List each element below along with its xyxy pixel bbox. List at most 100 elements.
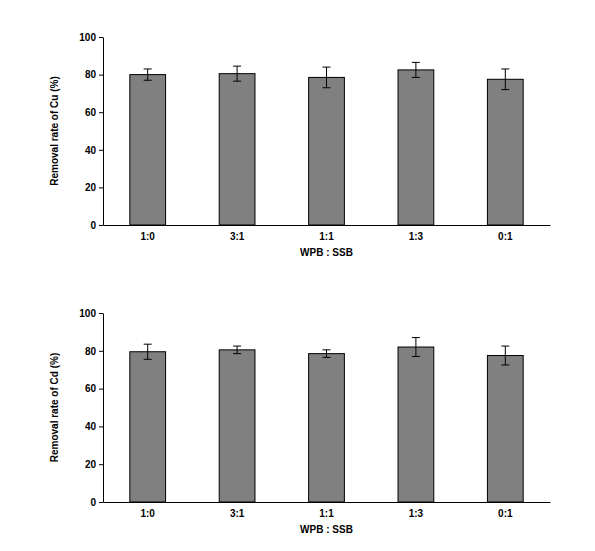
tick-label: 1:3 <box>409 508 424 519</box>
error-cap <box>501 346 509 347</box>
y-axis: 0 20 40 60 80 100 <box>79 32 103 231</box>
tick-label: 20 <box>85 459 97 470</box>
bar <box>130 75 166 225</box>
error-cap <box>323 349 331 350</box>
tick-label: 80 <box>85 346 97 357</box>
tick-label: 20 <box>85 182 97 193</box>
tick: 3:1 <box>230 225 245 242</box>
axis-line <box>103 38 104 226</box>
error-cap <box>412 356 420 357</box>
error-stem <box>147 69 148 80</box>
axis-line <box>103 314 104 503</box>
tick-label: 3:1 <box>230 508 245 519</box>
tick-label: 1:0 <box>140 508 155 519</box>
tick-mark <box>99 150 103 151</box>
error-cap <box>412 62 420 63</box>
tick: 1:1 <box>319 225 334 242</box>
tick: 1:1 <box>319 502 334 519</box>
tick-label: 40 <box>85 145 97 156</box>
error-bar <box>144 69 152 80</box>
error-stem <box>237 66 238 81</box>
error-cap <box>501 68 509 69</box>
error-bar <box>412 62 420 77</box>
error-bar <box>323 350 331 358</box>
plot-area <box>130 338 523 502</box>
error-cap <box>233 81 241 82</box>
y-axis-title: Removal rate of Cu (%) <box>49 76 60 185</box>
error-stem <box>326 67 327 88</box>
error-stem <box>237 346 238 354</box>
tick-label: 60 <box>85 107 97 118</box>
axis-line <box>104 502 551 503</box>
tick-mark <box>99 351 103 352</box>
tick: 60 <box>85 107 103 118</box>
tick-label: 0 <box>90 497 96 508</box>
error-cap <box>233 353 241 354</box>
plot-area <box>130 62 523 225</box>
tick-mark <box>99 464 103 465</box>
tick: 0 <box>90 220 103 231</box>
tick-mark <box>99 187 103 188</box>
tick: 3:1 <box>230 502 245 519</box>
x-axis: 1:0 3:1 1:1 1:3 0:1 <box>104 225 551 242</box>
tick: 100 <box>79 308 103 319</box>
tick-mark <box>99 75 103 76</box>
figure: 0 20 40 60 80 100 1:0 3:1 1:1 1:3 0:1 WPB : SSB Remo… <box>0 0 595 551</box>
bar <box>487 79 523 225</box>
error-bar <box>412 338 420 357</box>
y-axis: 0 20 40 60 80 100 <box>79 308 103 508</box>
tick-label: 40 <box>85 421 97 432</box>
error-cap <box>412 337 420 338</box>
tick-label: 80 <box>85 69 97 80</box>
tick-mark <box>99 426 103 427</box>
error-cap <box>323 67 331 68</box>
error-cap <box>323 357 331 358</box>
tick: 80 <box>85 69 103 80</box>
tick: 1:3 <box>409 502 424 519</box>
bar <box>309 354 345 502</box>
error-stem <box>505 69 506 90</box>
tick-mark <box>99 225 103 226</box>
chart-panel: 0 20 40 60 80 100 1:0 3:1 1:1 1:3 0:1 WPB : SSB Remo… <box>49 32 551 258</box>
error-stem <box>147 344 148 359</box>
tick: 0:1 <box>498 502 513 519</box>
bar <box>487 356 523 502</box>
tick-mark <box>99 313 103 314</box>
error-cap <box>501 364 509 365</box>
tick-label: 0 <box>90 220 96 231</box>
error-stem <box>505 346 506 365</box>
y-axis-title: Removal rate of Cd (%) <box>49 353 60 462</box>
error-cap <box>323 87 331 88</box>
error-cap <box>233 66 241 67</box>
tick: 20 <box>85 459 103 470</box>
tick: 1:0 <box>140 225 155 242</box>
tick-mark <box>99 112 103 113</box>
tick-label: 3:1 <box>230 231 245 242</box>
tick-mark <box>99 389 103 390</box>
tick-mark <box>99 502 103 503</box>
axis-line <box>104 225 551 226</box>
error-cap <box>144 80 152 81</box>
x-axis-title: WPB : SSB <box>300 247 353 258</box>
x-axis: 1:0 3:1 1:1 1:3 0:1 <box>104 502 551 519</box>
tick-label: 100 <box>79 32 96 43</box>
bar <box>398 347 434 502</box>
tick: 40 <box>85 421 103 432</box>
error-cap <box>144 344 152 345</box>
tick-label: 0:1 <box>498 508 513 519</box>
error-cap <box>144 68 152 69</box>
bar <box>398 70 434 225</box>
tick-label: 1:1 <box>319 231 334 242</box>
tick: 20 <box>85 182 103 193</box>
error-cap <box>501 89 509 90</box>
error-bar <box>501 346 509 365</box>
tick-label: 60 <box>85 383 97 394</box>
tick: 60 <box>85 383 103 394</box>
bar <box>219 350 255 502</box>
tick: 0:1 <box>498 225 513 242</box>
bar <box>130 352 166 502</box>
tick-label: 1:1 <box>319 508 334 519</box>
tick-label: 100 <box>79 308 96 319</box>
bar <box>219 74 255 225</box>
tick: 1:3 <box>409 225 424 242</box>
